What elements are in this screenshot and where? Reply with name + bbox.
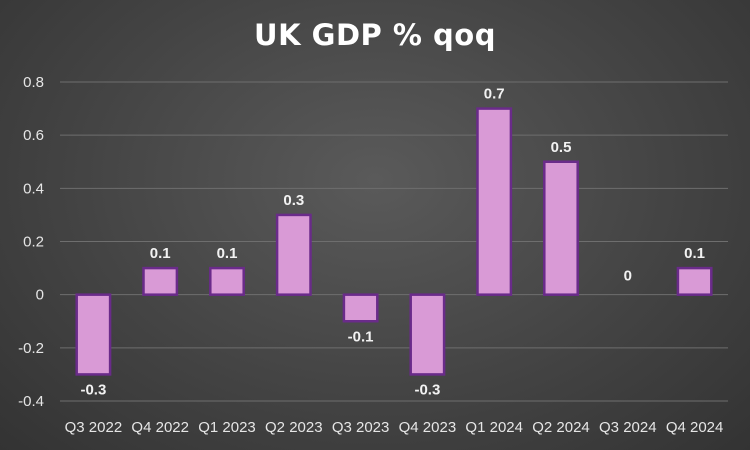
x-tick-label: Q3 2023: [332, 419, 390, 436]
y-tick-label: 0: [36, 287, 44, 304]
data-label: 0.1: [684, 245, 705, 262]
bar: [142, 266, 179, 296]
bar: [543, 160, 579, 296]
bar: [476, 107, 513, 296]
chart-title: UK GDP % qoq: [254, 18, 496, 52]
bar: [275, 213, 312, 296]
y-tick-label: 0.6: [23, 127, 44, 144]
y-tick-label: 0.4: [23, 180, 44, 197]
x-tick-label: Q2 2023: [265, 419, 323, 436]
x-tick-label: Q4 2024: [666, 419, 724, 436]
x-tick-label: Q3 2022: [65, 419, 123, 436]
data-label: 0.7: [484, 86, 505, 103]
y-tick-label: 0.8: [23, 74, 44, 91]
x-tick-label: Q4 2022: [131, 419, 189, 436]
x-tick-label: Q2 2024: [532, 419, 590, 436]
bar: [409, 293, 446, 376]
data-label: 0.5: [551, 139, 572, 156]
x-tick-label: Q1 2024: [465, 419, 523, 436]
data-label: -0.3: [414, 381, 440, 398]
y-tick-label: 0.2: [23, 234, 44, 251]
data-label: 0.3: [283, 192, 304, 209]
bar: [209, 266, 245, 296]
data-label: 0.1: [150, 245, 171, 262]
y-tick-label: -0.2: [18, 340, 44, 357]
data-label: -0.1: [348, 328, 374, 345]
x-tick-label: Q4 2023: [399, 419, 457, 436]
bar: [342, 293, 379, 323]
y-tick-label: -0.4: [18, 393, 44, 410]
bar: [75, 293, 112, 376]
data-label: 0: [624, 268, 632, 285]
bar: [676, 266, 713, 296]
data-label: -0.3: [80, 381, 106, 398]
x-tick-label: Q1 2023: [198, 419, 256, 436]
data-label: 0.1: [217, 245, 238, 262]
x-tick-label: Q3 2024: [599, 419, 657, 436]
